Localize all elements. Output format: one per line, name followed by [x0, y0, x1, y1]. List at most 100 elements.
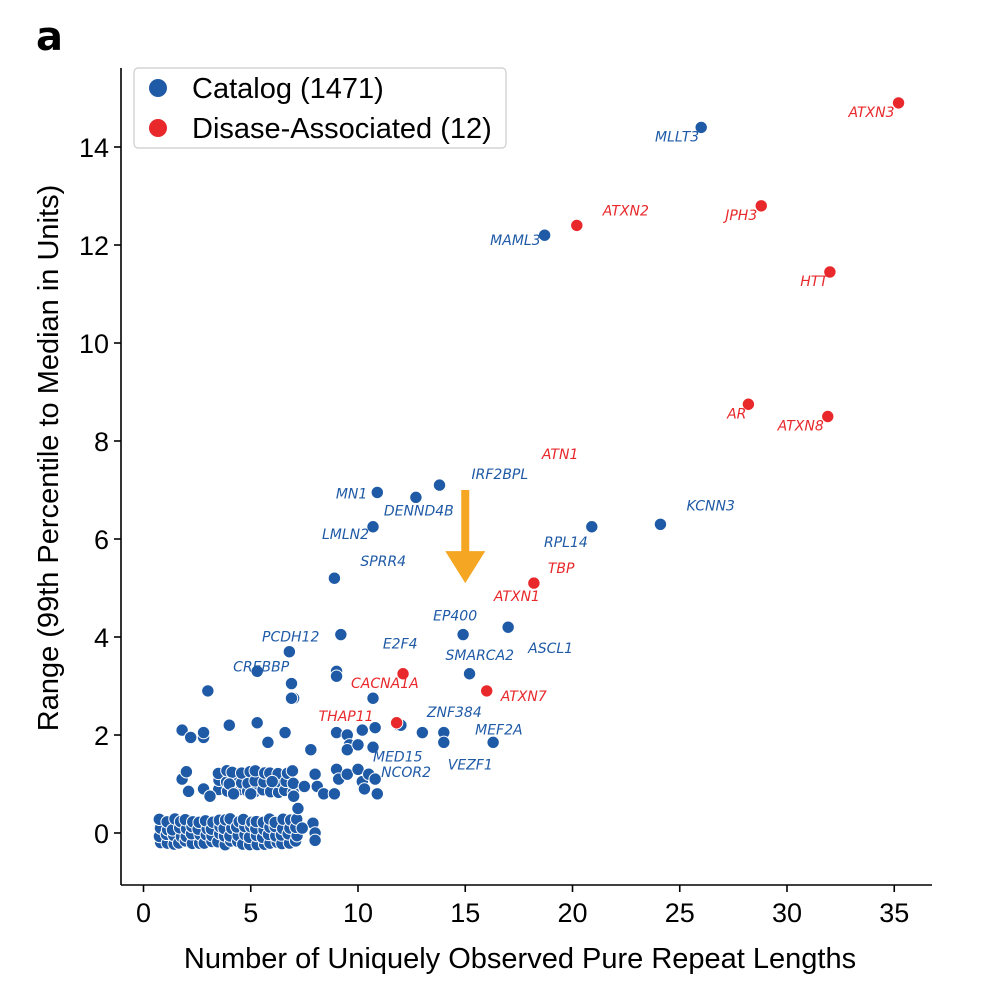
- catalog-point: [179, 765, 194, 779]
- catalog-point-mef2a: [486, 735, 500, 750]
- catalog-point-med15: [366, 740, 380, 754]
- gene-label-mef2a: MEF2A: [475, 722, 522, 738]
- legend-marker-catalog: [149, 79, 167, 97]
- x-tick-label: 5: [243, 898, 258, 928]
- gene-label-atxn2: ATXN2: [602, 203, 649, 219]
- disease-point-atxn7: [480, 684, 494, 698]
- legend-marker-disease: [149, 119, 167, 137]
- y-tick-label: 14: [79, 133, 109, 163]
- gene-label-dennd4b: DENND4B: [384, 503, 454, 519]
- legend-label-catalog: Catalog (1471): [192, 73, 384, 105]
- catalog-point: [278, 725, 292, 740]
- gene-label-atxn1: ATXN1: [493, 589, 540, 605]
- plot-area: MLLT3 MAML3 IRF2BPL MN1 DENND4B LMLN2 KCNN3 RPL…: [152, 96, 906, 852]
- catalog-point: [297, 779, 312, 794]
- gene-label-znf384: ZNF384: [426, 705, 482, 721]
- catalog-point-irf2bpl: [432, 478, 447, 492]
- gene-label-ep400: EP400: [433, 609, 477, 625]
- catalog-point: [244, 787, 258, 801]
- gene-label-ascl1: ASCL1: [527, 641, 573, 657]
- disease-point-atxn3: [891, 96, 906, 110]
- gene-label-pcdh12: PCDH12: [262, 630, 319, 646]
- catalog-point: [327, 787, 342, 801]
- catalog-point: [183, 730, 198, 745]
- annotation-arrow: [445, 490, 486, 584]
- catalog-point: [196, 725, 211, 740]
- catalog-point: [265, 774, 279, 789]
- disease-point-jph3: [754, 199, 768, 213]
- catalog-point: [226, 787, 241, 801]
- x-tick-label: 15: [450, 898, 480, 928]
- legend-label-disease: Disase-Associated (12): [192, 113, 492, 145]
- y-tick-label: 4: [94, 623, 109, 653]
- catalog-point-ncor2: [368, 772, 382, 786]
- catalog-point: [308, 833, 322, 848]
- catalog-point: [222, 718, 237, 732]
- legend-box: [133, 67, 507, 149]
- catalog-point: [370, 787, 385, 801]
- catalog-point: [286, 789, 301, 803]
- catalog-point-mn1: [370, 485, 385, 500]
- gene-label-kcnn3: KCNN3: [686, 498, 734, 514]
- catalog-point: [285, 764, 300, 778]
- gene-label-sprr4: SPRR4: [360, 554, 406, 570]
- gene-label-mllt3: MLLT3: [655, 129, 699, 145]
- disease-point-ar: [741, 397, 756, 411]
- catalog-point-dennd4b: [409, 490, 423, 505]
- catalog-point-sprr4: [327, 571, 342, 585]
- gene-label-lmln2: LMLN2: [322, 527, 369, 543]
- gene-label-atn1: ATN1: [541, 447, 579, 463]
- catalog-point: [351, 738, 365, 752]
- catalog-point: [308, 767, 322, 781]
- gene-label-ncor2: NCOR2: [381, 765, 431, 781]
- gene-label-atxn7: ATXN7: [500, 689, 547, 705]
- gene-label-mn1: MN1: [336, 486, 367, 502]
- catalog-point-crebbp: [250, 664, 264, 678]
- catalog-point-e2f4: [334, 627, 348, 642]
- gene-label-rpl14: RPL14: [544, 535, 588, 551]
- gene-label-irf2bpl: IRF2BPL: [472, 467, 529, 483]
- gene-label-vezf1: VEZF1: [448, 757, 493, 773]
- disease-point-atxn1: [527, 576, 541, 590]
- gene-label-cacna1a: CACNA1A: [351, 676, 419, 692]
- gene-label-tbp: TBP: [548, 561, 575, 577]
- y-axis-title: Range (99th Percentile to Median in Unit…: [33, 185, 65, 731]
- disease-point-atxn2: [570, 218, 584, 233]
- disease-point-thap11: [389, 716, 404, 730]
- gene-label-ar: AR: [726, 406, 746, 422]
- catalog-point-maml3: [537, 228, 552, 242]
- y-tick-label: 8: [94, 427, 109, 457]
- catalog-point: [357, 782, 372, 796]
- x-tick-label: 35: [879, 898, 909, 928]
- catalog-point: [355, 723, 369, 737]
- catalog-point-ascl1: [501, 620, 515, 634]
- catalog-point: [261, 735, 275, 750]
- gene-label-crebbp: CREBBP: [233, 659, 290, 675]
- catalog-point: [286, 776, 300, 791]
- disease-point-htt: [823, 265, 837, 279]
- gene-label-htt: HTT: [800, 274, 829, 290]
- panel-label: a: [36, 14, 63, 60]
- x-tick-label: 10: [343, 898, 373, 928]
- x-tick-label: 20: [557, 898, 587, 928]
- disease-point-atxn8: [821, 409, 835, 424]
- axes: 0 5 10 15 20 25 30 35 0 2 4 6 8 10 12 14: [79, 68, 932, 928]
- x-tick-label: 25: [665, 898, 695, 928]
- y-tick-label: 6: [94, 525, 109, 555]
- y-tick-label: 12: [79, 231, 109, 261]
- x-tick-label: 30: [772, 898, 802, 928]
- catalog-point: [203, 789, 217, 803]
- catalog-point: [329, 669, 344, 683]
- y-tick-label: 0: [94, 819, 109, 849]
- y-tick-label: 2: [94, 721, 109, 751]
- catalog-point: [181, 784, 196, 799]
- catalog-point: [415, 725, 430, 740]
- catalog-point-rpl14: [585, 520, 599, 534]
- catalog-point: [291, 801, 305, 816]
- catalog-point-pcdh12: [282, 645, 297, 659]
- x-tick-label: 0: [136, 898, 151, 928]
- gene-label-thap11: THAP11: [319, 709, 374, 725]
- gene-label-atxn3: ATXN3: [847, 105, 894, 121]
- catalog-point: [201, 684, 215, 698]
- catalog-point: [304, 743, 318, 757]
